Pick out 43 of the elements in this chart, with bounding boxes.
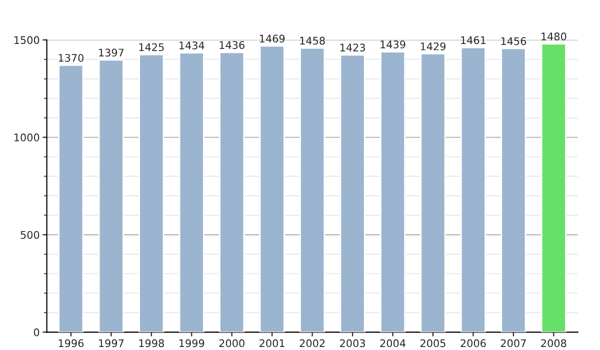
x-tick-label: 1997 bbox=[99, 339, 124, 348]
data-label: 1436 bbox=[220, 41, 244, 49]
x-tick-label: 2001 bbox=[260, 339, 284, 348]
x-tick-label: 2002 bbox=[300, 339, 325, 348]
y-tick-label: 1000 bbox=[14, 134, 40, 142]
y-tick-label: 500 bbox=[20, 230, 40, 239]
x-tick-label: 2004 bbox=[380, 339, 406, 348]
data-label: 1461 bbox=[461, 36, 486, 44]
data-label: 1423 bbox=[340, 44, 365, 52]
bar bbox=[340, 54, 366, 332]
y-tick-label: 1500 bbox=[14, 36, 40, 44]
x-tick-label: 2003 bbox=[340, 339, 365, 348]
y-tick-label: 0 bbox=[34, 328, 40, 336]
data-label: 1456 bbox=[501, 37, 526, 46]
bar bbox=[178, 52, 204, 332]
data-label: 1439 bbox=[380, 40, 406, 48]
x-tick-label: 1998 bbox=[139, 339, 164, 348]
x-tick-label: 1999 bbox=[180, 339, 204, 348]
bar bbox=[420, 53, 446, 332]
x-tick-label: 1996 bbox=[58, 339, 84, 348]
data-label: 1458 bbox=[300, 36, 325, 45]
bar bbox=[460, 46, 486, 332]
data-label: 1434 bbox=[180, 41, 204, 50]
x-tick-label: 2008 bbox=[541, 339, 566, 348]
x-tick-label: 2006 bbox=[460, 339, 486, 348]
bar bbox=[58, 64, 84, 332]
x-tick-label: 2000 bbox=[219, 339, 244, 348]
data-label: 1397 bbox=[99, 48, 124, 57]
bar bbox=[540, 43, 566, 332]
data-label: 1480 bbox=[542, 32, 566, 40]
bar bbox=[219, 52, 245, 332]
bar bbox=[300, 47, 326, 332]
x-tick-label: 2007 bbox=[500, 339, 526, 348]
bar bbox=[259, 45, 285, 332]
x-tick-label: 2005 bbox=[420, 339, 446, 348]
bar bbox=[380, 51, 406, 332]
bar bbox=[500, 48, 526, 332]
bar bbox=[98, 59, 124, 332]
data-label: 1429 bbox=[420, 42, 446, 50]
data-label: 1370 bbox=[58, 54, 84, 62]
data-label: 1469 bbox=[260, 34, 285, 43]
bar bbox=[138, 54, 164, 332]
data-label: 1425 bbox=[139, 43, 164, 52]
